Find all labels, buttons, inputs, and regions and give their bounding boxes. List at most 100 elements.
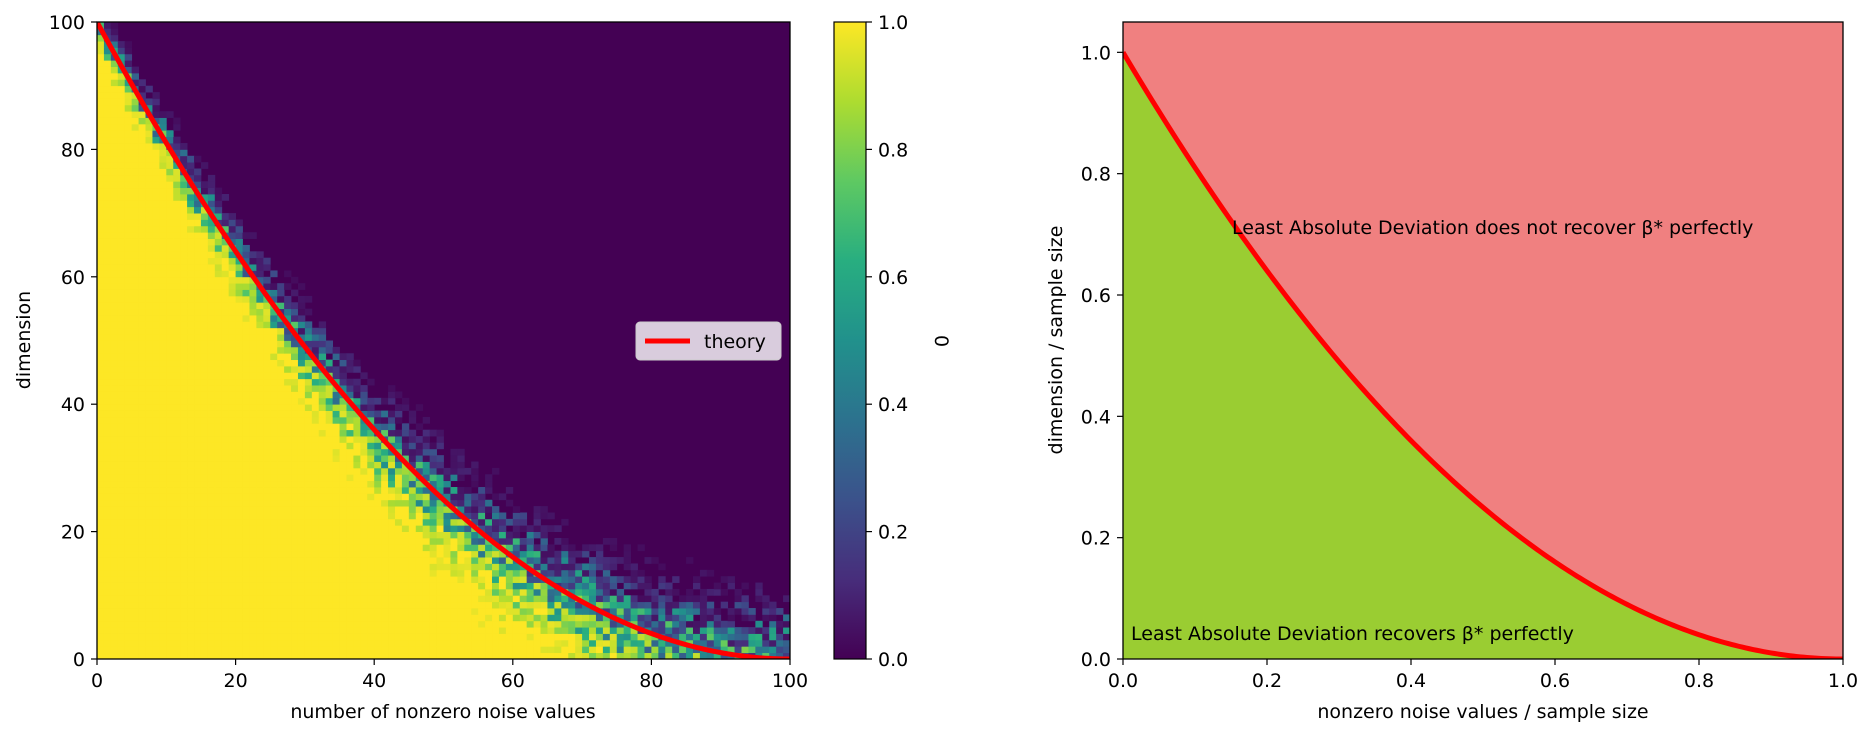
heatmap-cell [103,130,112,138]
heatmap-cell [173,588,181,596]
heatmap-cell [277,461,285,469]
heatmap-cell [256,544,264,552]
heatmap-cell [97,461,105,469]
heatmap-cell [332,563,340,571]
heatmap-cell [159,200,167,208]
heatmap-cell [214,467,223,475]
heatmap-cell [97,595,105,603]
heatmap-cell [207,646,216,654]
heatmap-cell [152,410,160,418]
heatmap-cell [138,143,146,150]
heatmap-cell [318,544,327,552]
heatmap-cell [97,353,105,361]
heatmap-cell [138,270,146,278]
heatmap-cell [325,550,334,558]
heatmap-cell [589,557,597,564]
heatmap-cell [665,608,673,615]
heatmap-cell [194,467,202,475]
heatmap-cell [124,283,133,290]
heatmap-cell [180,232,188,239]
heatmap-cell [325,474,334,482]
heatmap-cell [159,264,167,271]
heatmap-cell [145,493,153,501]
heatmap-cell [665,614,673,622]
heatmap-cell [124,264,133,271]
heatmap-cell [713,588,722,596]
heatmap-cell [519,576,528,583]
heatmap-cell [277,391,285,399]
heatmap-cell [519,544,528,552]
heatmap-cell [256,429,264,437]
heatmap-cell [180,639,188,647]
heatmap-cell [194,302,202,310]
heatmap-cell [228,467,236,475]
heatmap-cell [381,582,389,590]
heatmap-cell [166,595,174,603]
heatmap-cell [464,576,472,583]
heatmap-cell [367,429,375,437]
heatmap-cell [478,506,486,513]
heatmap-cell [408,537,417,545]
heatmap-cell [512,518,521,526]
heatmap-cell [145,174,153,182]
heatmap-cell [110,487,119,494]
heatmap-cell [436,569,444,577]
heatmap-cell [242,646,250,654]
heatmap-cell [609,608,618,615]
heatmap-cell [97,264,105,271]
heatmap-cell [284,270,292,278]
heatmap-cell [297,327,306,335]
heatmap-cell [325,455,334,462]
heatmap-cell [325,601,334,609]
heatmap-cell [346,353,354,361]
heatmap-cell [194,531,202,539]
heatmap-cell [699,620,708,628]
heatmap-cell [332,588,340,596]
heatmap-cell [131,576,139,583]
heatmap-cell [291,416,299,424]
heatmap-cell [117,327,126,335]
heatmap-cell [277,467,285,475]
heatmap-cell [297,455,306,462]
heatmap-cell [159,111,167,118]
heatmap-cell [436,455,444,462]
heatmap-cell [97,213,105,220]
heatmap-cell [332,531,340,539]
heatmap-cell [200,436,209,443]
heatmap-cell [138,416,146,424]
heatmap-cell [131,276,139,284]
heatmap-cell [374,442,382,450]
heatmap-cell [138,117,146,125]
heatmap-cell [194,213,202,220]
heatmap-cell [270,614,278,622]
heatmap-cell [325,391,334,399]
heatmap-cell [166,295,174,303]
heatmap-cell [138,92,146,99]
heatmap-cell [284,480,292,488]
heatmap-cell [415,601,424,609]
phase-frame [1122,21,1844,660]
heatmap-cell [249,448,257,456]
heatmap-cell [367,525,375,532]
heatmap-cell [692,601,701,609]
heatmap-cell [415,633,424,641]
heatmap-cell [346,557,354,564]
heatmap-cell [332,474,340,482]
heatmap-cell [651,614,659,622]
heatmap-cell [692,652,701,659]
heatmap-cell [124,257,133,265]
heatmap-cell [686,646,694,654]
heatmap-cell [131,620,139,628]
heatmap-cell [242,295,250,303]
heatmap-cell [103,155,112,163]
heatmap-cell [325,487,334,494]
heatmap-cell [180,506,188,513]
heatmap-cell [339,353,347,361]
heatmap-cell [97,601,105,609]
heatmap-cell [263,264,271,271]
heatmap-cell [242,620,250,628]
heatmap-cell [318,480,327,488]
heatmap-cell [159,251,167,259]
heatmap-cell [235,302,243,310]
heatmap-cell [152,302,160,310]
